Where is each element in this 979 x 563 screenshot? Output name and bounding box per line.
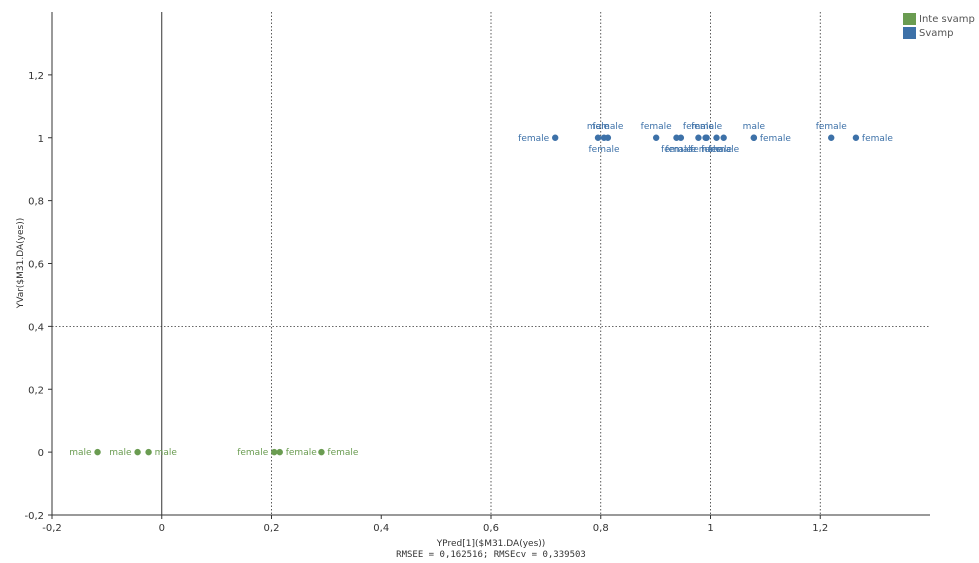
data-point-inte-svamp[interactable] [271,448,278,456]
legend-label-svamp: Svamp [919,27,954,39]
point-label: female [641,122,672,132]
data-points: male male male female female femalefemalemale… [69,122,893,458]
y-tick-label: 0 [38,448,44,459]
y-tick-label: 0,8 [28,197,44,208]
data-point-svamp[interactable] [552,134,559,141]
point-label: female [327,448,358,458]
point-label: female [661,145,692,155]
legend-swatch-svamp [903,27,916,39]
x-tick-label: 1,2 [812,523,828,534]
reference-lines [52,12,930,515]
point-label: female [683,122,714,132]
point-label: male [743,122,766,132]
legend-item-inte-svamp[interactable]: Inte svamp [903,12,975,26]
y-tick-label: -0,2 [24,511,44,522]
point-label: male [69,448,92,458]
point-label: female [760,134,791,144]
point-label: female [708,145,739,155]
point-label: female [286,448,317,458]
legend-label-inte-svamp: Inte svamp [919,13,975,25]
tick-labels: -0,2 0 0,2 0,4 0,6 0,8 1 1,2 -0,2 0 0,2 0,4 0,6 0,8 1 1… [24,71,828,534]
y-tick-label: 1 [38,134,44,145]
data-point-svamp[interactable] [677,134,685,141]
point-label: female [862,134,893,144]
point-label: male [587,122,610,132]
data-point-inte-svamp[interactable] [145,448,152,456]
y-tick-label: 0,2 [28,385,44,396]
point-label: male [109,448,132,458]
data-point-svamp[interactable] [652,134,660,141]
statistics-text: RMSEE = 0,162516; RMSEcv = 0,339503 [396,550,586,560]
point-label: female [518,134,549,144]
x-tick-label: 0,2 [264,523,280,534]
legend-swatch-inte-svamp [903,13,916,25]
x-tick-label: 0 [159,523,165,534]
point-label: female [237,448,268,458]
data-point-svamp[interactable] [713,134,720,141]
point-label: female [665,145,696,155]
data-point-svamp[interactable] [702,134,709,141]
data-point-inte-svamp[interactable] [276,448,283,456]
y-axis-title: YVar($M31.DA(yes)) [16,218,26,310]
data-point-inte-svamp[interactable] [134,448,141,456]
data-point-svamp[interactable] [852,134,860,141]
data-point-svamp[interactable] [673,134,680,141]
point-label: male [155,448,178,458]
legend-item-svamp[interactable]: Svamp [903,26,975,40]
x-tick-label: 0,6 [483,523,499,534]
point-label: female [701,145,732,155]
data-point-svamp[interactable] [720,134,727,141]
x-tick-label: -0,2 [42,523,62,534]
x-axis-title: YPred[1]($M31.DA(yes)) [436,539,546,549]
data-point-svamp[interactable] [828,134,835,141]
x-tick-label: 0,8 [593,523,609,534]
data-point-svamp[interactable] [594,134,602,141]
point-label: female [690,145,721,155]
y-tick-label: 1,2 [28,71,44,82]
data-point-inte-svamp[interactable] [94,448,101,456]
data-point-inte-svamp[interactable] [318,448,325,456]
point-label: female [589,145,620,155]
data-point-svamp[interactable] [695,134,702,141]
data-point-svamp[interactable] [750,134,758,141]
point-label: female [816,122,847,132]
y-tick-label: 0,4 [28,322,44,333]
legend: Inte svamp Svamp [903,12,975,40]
point-label: female [592,122,623,132]
x-tick-label: 1 [707,523,713,534]
x-tick-label: 0,4 [373,523,389,534]
data-point-svamp[interactable] [600,134,608,141]
point-label: female [691,122,722,132]
y-tick-label: 0,6 [28,260,44,271]
